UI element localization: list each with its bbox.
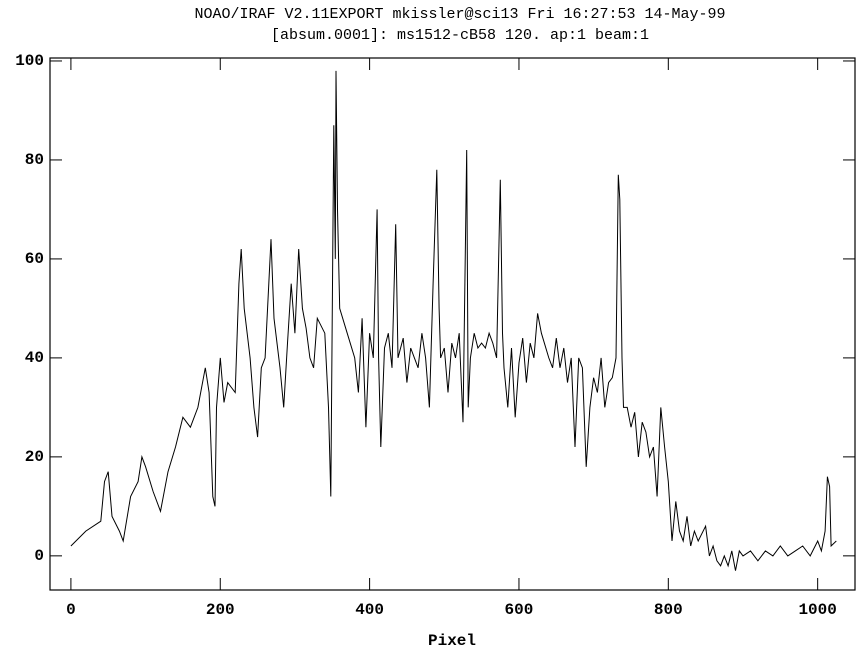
y-tick-label: 40 (25, 349, 44, 367)
chart-title: NOAO/IRAF V2.11EXPORT mkissler@sci13 Fri… (194, 6, 725, 23)
x-tick-label: 400 (355, 601, 384, 619)
x-axis-label: Pixel (428, 632, 476, 650)
y-tick-label: 60 (25, 250, 44, 268)
x-tick-label: 600 (505, 601, 534, 619)
x-tick-label: 800 (654, 601, 683, 619)
y-tick-label: 80 (25, 151, 44, 169)
y-tick-label: 0 (34, 547, 44, 565)
x-tick-label: 200 (206, 601, 235, 619)
chart-subtitle: [absum.0001]: ms1512-cB58 120. ap:1 beam… (271, 27, 649, 44)
plot-frame (49, 57, 856, 591)
spectrum-line (70, 70, 837, 571)
y-tick-label: 100 (15, 52, 44, 70)
y-tick-label: 20 (25, 448, 44, 466)
x-tick-label: 1000 (798, 601, 836, 619)
x-tick-label: 0 (66, 601, 76, 619)
